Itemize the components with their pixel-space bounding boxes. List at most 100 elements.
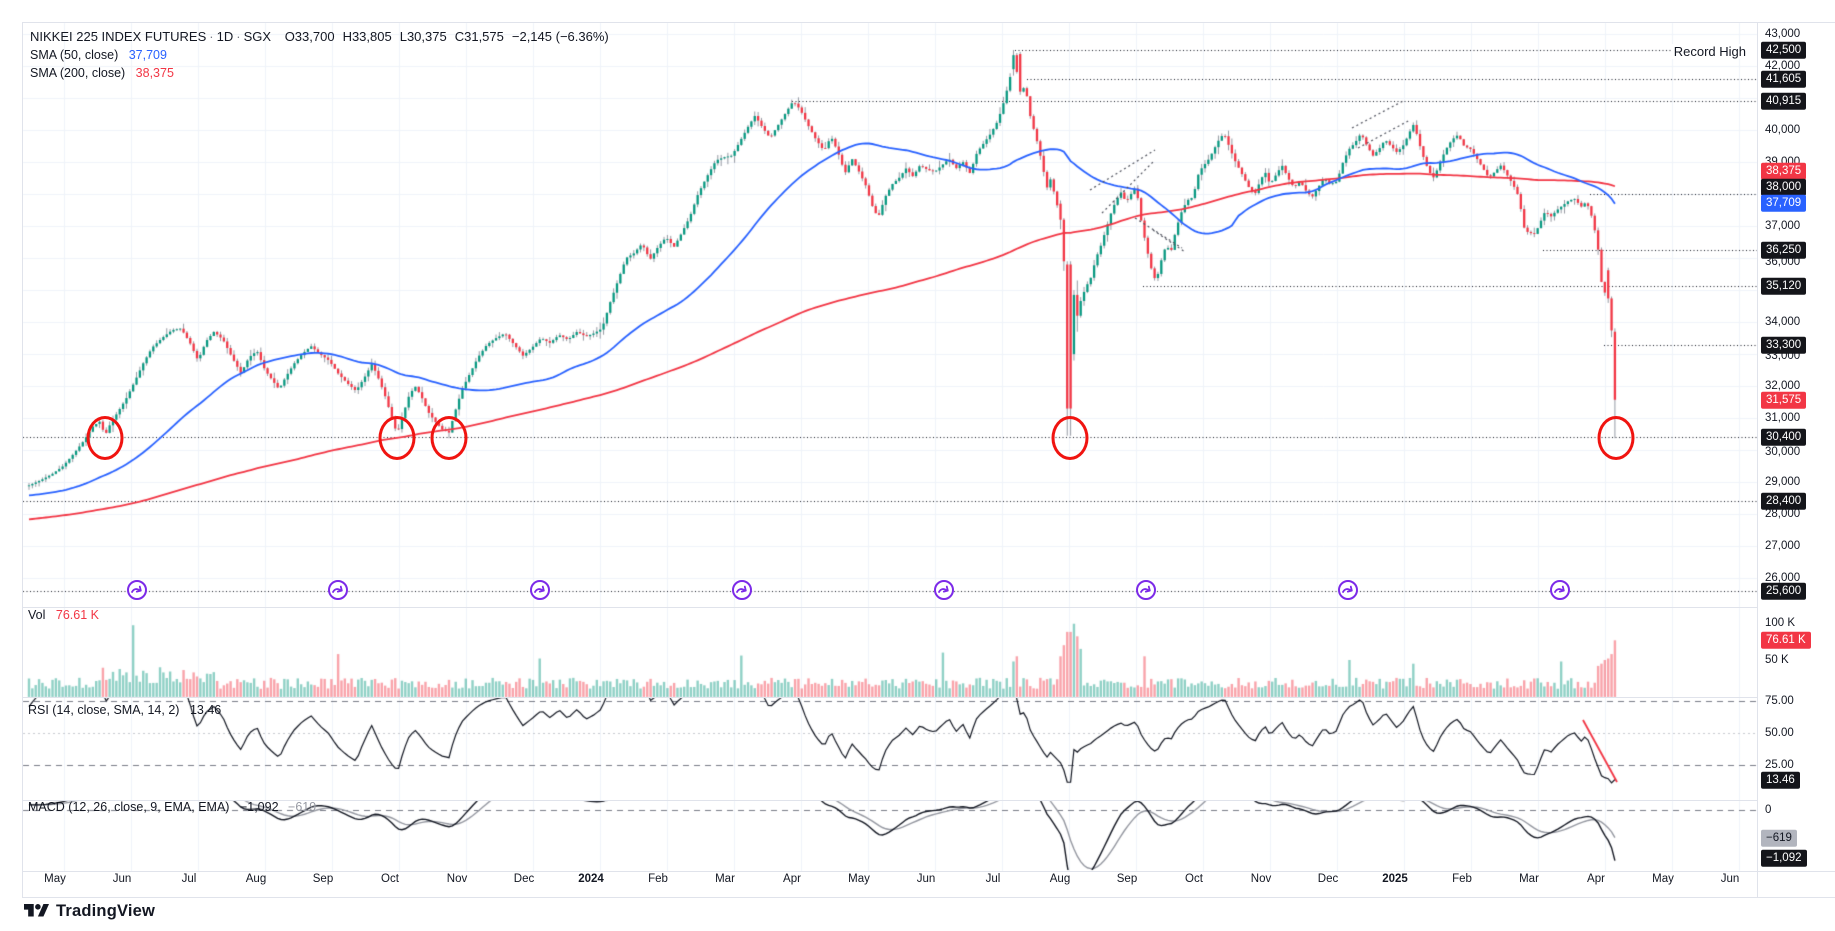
contract-rollover-arrow-icon[interactable] xyxy=(933,579,955,601)
macd-value-main: −1,092 xyxy=(239,800,279,814)
macd-pane-separator[interactable] xyxy=(22,800,1757,801)
price-axis-badge: 38,375 xyxy=(1761,162,1807,180)
symbol-legend-row[interactable]: NIKKEI 225 INDEX FUTURES · 1D · SGX O33,700 H… xyxy=(30,28,617,46)
contract-rollover-arrow-icon[interactable] xyxy=(327,579,349,601)
price-axis-tick: 29,000 xyxy=(1765,476,1801,488)
time-axis-label: Oct xyxy=(1185,873,1203,885)
contract-rollover-arrow-icon[interactable] xyxy=(1549,579,1571,601)
contract-rollover-arrow-icon[interactable] xyxy=(1135,579,1157,601)
volume-pane-separator[interactable] xyxy=(22,607,1757,608)
price-axis-tick: 100 K xyxy=(1765,617,1796,629)
record-high-annotation: Record High xyxy=(1670,43,1749,59)
volume-label: Vol xyxy=(28,608,46,622)
footer-logo[interactable]: TradingView xyxy=(24,901,155,921)
rsi-label: RSI (14, close, SMA, 14, 2) xyxy=(28,703,180,717)
volume-legend-row[interactable]: Vol 76.61 K xyxy=(28,608,99,622)
price-axis-tick: 34,000 xyxy=(1765,316,1801,328)
price-axis-tick: 43,000 xyxy=(1765,28,1801,40)
symbol-title: NIKKEI 225 INDEX FUTURES xyxy=(30,29,207,44)
legend: NIKKEI 225 INDEX FUTURES · 1D · SGX O33,700 H… xyxy=(30,28,617,82)
rsi-value: 13.46 xyxy=(189,703,222,717)
price-axis-tick: 28,000 xyxy=(1765,508,1801,520)
rsi-legend-row[interactable]: RSI (14, close, SMA, 14, 2) 13.46 xyxy=(28,703,221,717)
contract-rollover-arrow-icon[interactable] xyxy=(126,579,148,601)
macd-value-signal: −619 xyxy=(288,800,317,814)
price-axis-tick: 27,000 xyxy=(1765,540,1801,552)
price-axis-tick: 37,000 xyxy=(1765,220,1801,232)
time-axis-label: Jun xyxy=(916,873,936,885)
price-axis-tick: 32,000 xyxy=(1765,380,1801,392)
price-axis-tick: 75.00 xyxy=(1765,695,1794,707)
price-axis-badge: 13.46 xyxy=(1761,771,1800,789)
time-axis-label: Jun xyxy=(112,873,132,885)
highlight-circle-drawing[interactable] xyxy=(1051,415,1089,460)
time-axis-label: Nov xyxy=(446,873,468,885)
time-axis-label: 2025 xyxy=(1382,873,1408,885)
price-axis-border xyxy=(1757,22,1758,897)
price-axis-badge: 76.61 K xyxy=(1761,631,1811,649)
contract-rollover-arrow-icon[interactable] xyxy=(529,579,551,601)
time-axis-label: Aug xyxy=(245,873,267,885)
time-axis-label: 2024 xyxy=(578,873,604,885)
price-axis-tick: 31,000 xyxy=(1765,412,1801,424)
price-axis-tick: 26,000 xyxy=(1765,572,1801,584)
ohlc-values: O33,700 H33,805 L30,375 C31,575 −2,145 (−6.3… xyxy=(285,29,617,44)
price-axis-tick: 30,000 xyxy=(1765,446,1801,458)
exchange-label: SGX xyxy=(243,29,272,44)
sma200-label: SMA (200, close) xyxy=(30,66,126,80)
interval-label[interactable]: 1D xyxy=(216,29,234,44)
highlight-circle-drawing[interactable] xyxy=(86,415,124,460)
price-axis-badge: 40,915 xyxy=(1761,92,1807,110)
time-axis-label: Dec xyxy=(513,873,535,885)
time-axis-label: Aug xyxy=(1049,873,1071,885)
price-axis-badge: 38,000 xyxy=(1761,178,1807,196)
price-axis-tick: 36,000 xyxy=(1765,256,1801,268)
time-axis-label: Jul xyxy=(985,873,1001,885)
highlight-circle-drawing[interactable] xyxy=(1597,415,1635,460)
highlight-circle-drawing[interactable] xyxy=(378,415,416,460)
contract-rollover-arrow-icon[interactable] xyxy=(731,579,753,601)
price-axis-badge: 41,605 xyxy=(1761,70,1807,88)
price-axis-tick: 50.00 xyxy=(1765,727,1794,739)
time-axis-label: Jun xyxy=(1720,873,1740,885)
time-axis-label: Mar xyxy=(715,873,735,885)
tradingview-icon xyxy=(24,904,49,917)
tradingview-wordmark: TradingView xyxy=(56,901,156,920)
time-axis-label: May xyxy=(1652,873,1674,885)
chart-top-border xyxy=(22,22,1835,23)
sma200-value: 38,375 xyxy=(135,66,174,80)
sma200-legend-row[interactable]: SMA (200, close) 38,375 xyxy=(30,64,617,82)
low-value: L30,375 xyxy=(399,29,447,44)
time-axis-label: Dec xyxy=(1317,873,1339,885)
price-axis-badge: −1,092 xyxy=(1761,849,1807,867)
time-axis-label: Apr xyxy=(1587,873,1605,885)
price-axis-badge: 37,709 xyxy=(1761,194,1807,212)
macd-legend-row[interactable]: MACD (12, 26, close, 9, EMA, EMA) −1,092… xyxy=(28,800,316,814)
sma50-value: 37,709 xyxy=(128,48,167,62)
contract-rollover-arrow-icon[interactable] xyxy=(1337,579,1359,601)
time-axis-label: Oct xyxy=(381,873,399,885)
sma50-label: SMA (50, close) xyxy=(30,48,119,62)
price-axis-badge: 28,400 xyxy=(1761,492,1807,510)
highlight-circle-drawing[interactable] xyxy=(430,415,468,460)
time-axis-label: Feb xyxy=(1452,873,1472,885)
price-axis-badge: 42,500 xyxy=(1761,41,1807,59)
time-axis-label: May xyxy=(44,873,66,885)
time-axis-label: May xyxy=(848,873,870,885)
price-axis-tick: 25.00 xyxy=(1765,759,1794,771)
price-axis-badge: 31,575 xyxy=(1761,391,1807,409)
sma50-legend-row[interactable]: SMA (50, close) 37,709 xyxy=(30,46,617,64)
time-axis-label: Mar xyxy=(1519,873,1539,885)
price-axis-badge: 35,120 xyxy=(1761,277,1807,295)
price-axis-tick: 40,000 xyxy=(1765,124,1801,136)
time-axis-label: Jul xyxy=(181,873,197,885)
price-axis-tick: 42,000 xyxy=(1765,60,1801,72)
price-axis-badge: 30,400 xyxy=(1761,428,1807,446)
high-value: H33,805 xyxy=(342,29,392,44)
change-value: −2,145 (−6.36%) xyxy=(511,29,609,44)
time-axis-label: Feb xyxy=(648,873,668,885)
chart-bottom-border xyxy=(22,897,1835,898)
rsi-pane-separator[interactable] xyxy=(22,697,1757,698)
